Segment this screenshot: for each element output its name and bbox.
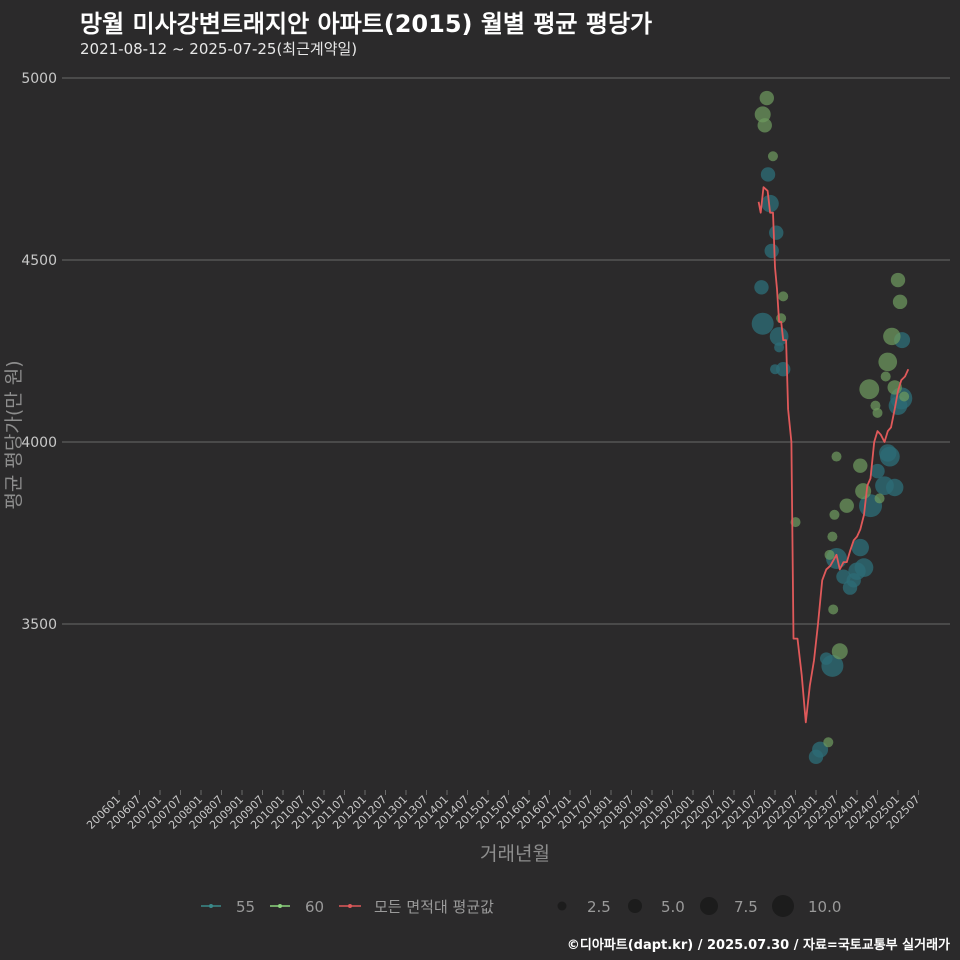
- point-60-14: [853, 458, 868, 473]
- point-55-1: [751, 312, 774, 335]
- point-55-6: [769, 327, 789, 346]
- point-60-2: [759, 90, 774, 106]
- series-60-points: [754, 90, 910, 748]
- legend-size-circle-5-0: [628, 899, 642, 913]
- point-60-20: [878, 352, 898, 372]
- point-60-27: [828, 604, 839, 615]
- point-60-1: [757, 118, 772, 133]
- point-60-18: [872, 407, 883, 418]
- y-axis-ticks: 3500 4000 4500 5000: [21, 71, 57, 633]
- point-60-26: [874, 493, 885, 504]
- point-60-12: [831, 643, 848, 660]
- point-55-4: [764, 243, 779, 259]
- x-axis-ticks: 2006012006072007012007072008012008072009…: [84, 790, 923, 832]
- point-55-26: [886, 478, 904, 497]
- point-60-5: [778, 291, 789, 302]
- series-55-points: [751, 167, 913, 765]
- legend: 55 60 모든 면적대 평균값 2.5 5.0 7.5 10.0: [201, 895, 841, 917]
- legend-label-55: 55: [236, 898, 255, 916]
- y-tick-label-5000: 5000: [21, 71, 57, 87]
- point-60-15: [855, 483, 872, 500]
- legend-size-circle-7-5: [700, 897, 718, 915]
- average-line-path: [757, 186, 910, 724]
- legend-size-10-0: 10.0: [772, 895, 841, 917]
- legend-dot-55: [209, 904, 213, 908]
- point-55-11: [812, 741, 829, 758]
- point-55-19: [851, 538, 869, 557]
- legend-size-5-0: 5.0: [628, 898, 685, 916]
- legend-size-2-5: 2.5: [557, 898, 611, 916]
- point-60-19: [880, 371, 891, 382]
- point-60-9: [827, 531, 838, 542]
- legend-item-55: 55: [201, 898, 255, 916]
- series-average-line: [757, 186, 910, 724]
- y-tick-label-4000: 4000: [21, 435, 57, 451]
- point-60-25: [899, 391, 910, 402]
- point-60-11: [831, 451, 842, 462]
- point-60-8: [824, 549, 835, 560]
- legend-label-average: 모든 면적대 평균값: [374, 898, 494, 916]
- legend-item-60: 60: [270, 898, 324, 916]
- point-55-20: [854, 558, 874, 577]
- credit-text: ©디아파트(dapt.kr) / 2025.07.30 / 자료=국토교통부 실…: [566, 938, 950, 953]
- legend-size-circle-10-0: [772, 895, 794, 917]
- point-60-16: [859, 379, 880, 400]
- point-55-25: [879, 446, 900, 467]
- y-axis-title: 평균 평당가(만 원): [3, 360, 25, 509]
- point-60-13: [839, 498, 854, 513]
- point-60-7: [823, 737, 834, 748]
- legend-size-circle-2-5: [557, 901, 567, 911]
- legend-size-label-5-0: 5.0: [661, 898, 685, 916]
- legend-dot-average: [348, 904, 352, 908]
- point-55-8: [770, 364, 780, 375]
- grid-lines: [62, 77, 950, 625]
- legend-size-label-2-5: 2.5: [587, 898, 611, 916]
- point-55-13: [821, 654, 844, 677]
- legend-size-label-10-0: 10.0: [808, 898, 841, 916]
- point-60-10: [829, 509, 840, 520]
- legend-size-label-7-5: 7.5: [734, 898, 758, 916]
- point-60-23: [890, 272, 906, 288]
- point-55-5: [769, 225, 784, 240]
- point-55-0: [754, 280, 769, 295]
- point-60-21: [883, 327, 901, 346]
- legend-dot-60: [278, 904, 282, 908]
- chart-title: 망월 미사강변트래지안 아파트(2015) 월별 평균 평당가: [80, 10, 653, 38]
- y-tick-label-3500: 3500: [21, 617, 57, 633]
- legend-item-average: 모든 면적대 평균값: [339, 898, 494, 916]
- legend-size-7-5: 7.5: [700, 897, 758, 916]
- y-tick-label-4500: 4500: [21, 253, 57, 269]
- point-60-3: [767, 151, 778, 162]
- point-55-3: [761, 194, 779, 213]
- point-55-2: [760, 167, 776, 182]
- legend-label-60: 60: [305, 898, 324, 916]
- point-55-22: [870, 463, 885, 479]
- x-axis-title: 거래년월: [480, 843, 550, 865]
- chart-subtitle: 2021-08-12 ~ 2025-07-25(최근계약일): [80, 40, 358, 58]
- point-60-24: [892, 294, 908, 310]
- point-55-9: [774, 342, 785, 353]
